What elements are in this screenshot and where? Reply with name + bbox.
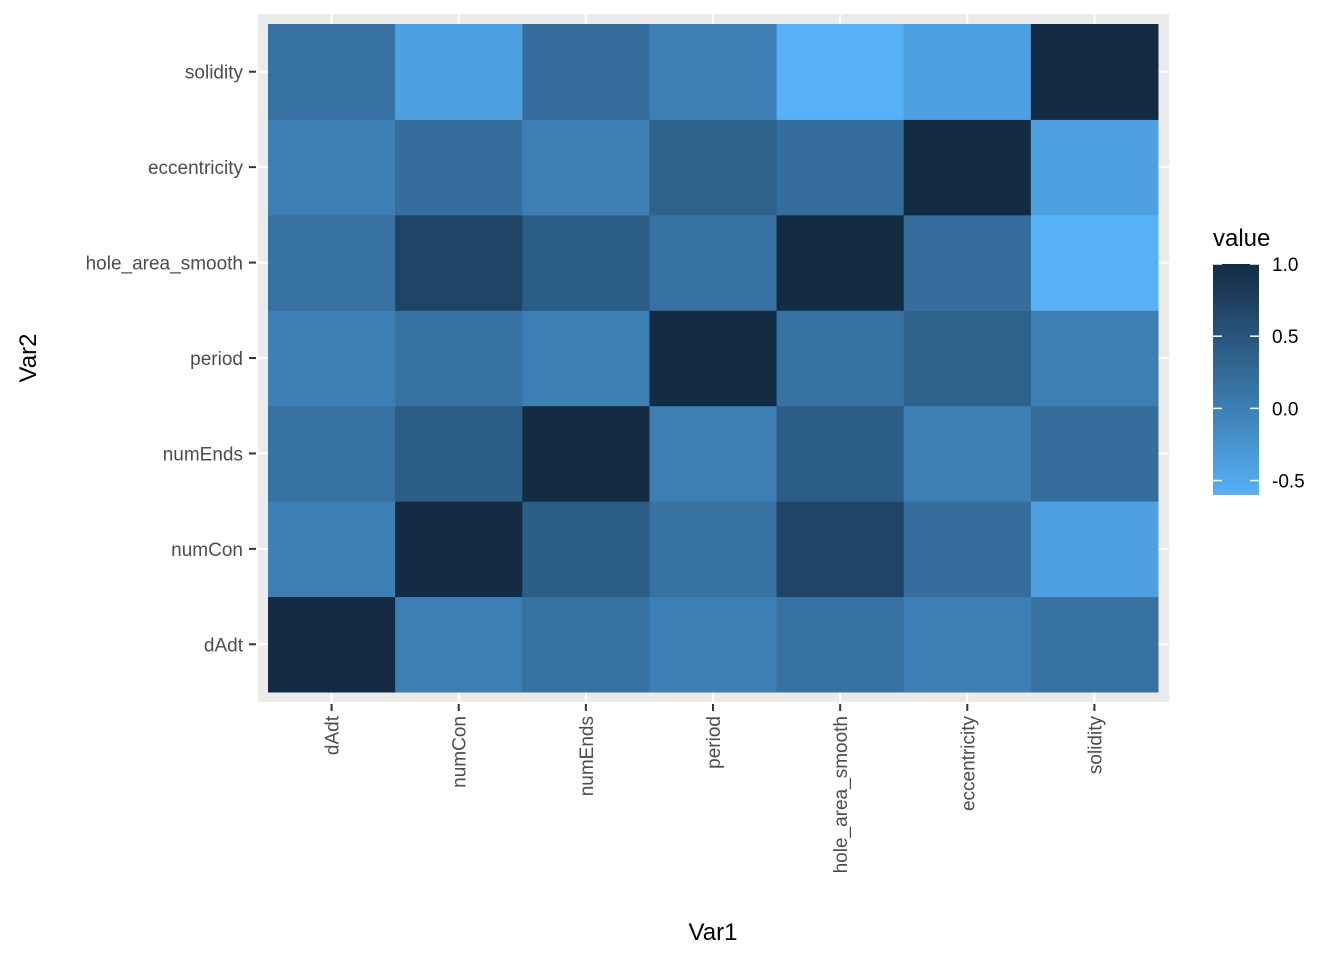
heatmap-cell-hole_area_smooth-numEnds: [776, 405, 905, 502]
heatmap-cell-period-dAdt: [649, 596, 778, 693]
heatmap-cell-solidity-solidity: [1030, 24, 1159, 120]
heatmap-cell-solidity-period: [1030, 310, 1159, 407]
legend-tick-label: 0.5: [1272, 327, 1298, 348]
heatmap-cell-period-numEnds: [649, 405, 778, 502]
heatmap-cell-solidity-numCon: [1030, 501, 1159, 598]
y-tick-label-numEnds: numEnds: [163, 444, 243, 465]
x-axis: dAdt numCon numEnds period hole_area_smooth e…: [323, 704, 1106, 873]
heatmap-cells: [268, 24, 1159, 693]
heatmap-cell-dAdt-solidity: [268, 24, 396, 120]
heatmap-cell-numCon-numCon: [395, 501, 523, 598]
x-tick-label-period: period: [704, 716, 725, 769]
heatmap-cell-numEnds-dAdt: [522, 596, 650, 693]
heatmap-cell-dAdt-eccentricity: [268, 119, 396, 216]
legend: value 1.0 0.5 0.0 -0.5: [1213, 225, 1305, 495]
heatmap-cell-hole_area_smooth-solidity: [776, 24, 905, 120]
heatmap-cell-hole_area_smooth-hole_area_smooth: [776, 214, 905, 311]
y-tick-label-hole_area_smooth: hole_area_smooth: [86, 254, 243, 275]
heatmap-cell-hole_area_smooth-numCon: [776, 501, 905, 598]
heatmap-cell-numCon-eccentricity: [395, 119, 523, 216]
legend-tick-label: -0.5: [1272, 472, 1305, 493]
heatmap-cell-numCon-hole_area_smooth: [395, 214, 523, 311]
heatmap-cell-solidity-hole_area_smooth: [1030, 214, 1159, 311]
heatmap-cell-numEnds-period: [522, 310, 650, 407]
heatmap-cell-period-hole_area_smooth: [649, 214, 778, 311]
heatmap-cell-period-solidity: [649, 24, 778, 120]
heatmap-cell-dAdt-numCon: [268, 501, 396, 598]
heatmap-cell-solidity-eccentricity: [1030, 119, 1159, 216]
heatmap-cell-numEnds-solidity: [522, 24, 650, 120]
legend-colorbar: [1213, 264, 1259, 495]
x-tick-label-numCon: numCon: [450, 716, 471, 788]
x-tick-label-eccentricity: eccentricity: [958, 716, 979, 812]
x-tick-label-numEnds: numEnds: [577, 716, 598, 796]
heatmap-cell-numEnds-eccentricity: [522, 119, 650, 216]
heatmap-cell-dAdt-numEnds: [268, 405, 396, 502]
heatmap-cell-numEnds-numEnds: [522, 405, 650, 502]
x-axis-title: Var1: [689, 919, 738, 946]
y-tick-label-numCon: numCon: [171, 540, 243, 561]
y-tick-label-solidity: solidity: [185, 63, 244, 84]
heatmap-cell-eccentricity-hole_area_smooth: [903, 214, 1032, 311]
heatmap-cell-eccentricity-numCon: [903, 501, 1032, 598]
y-tick-label-period: period: [190, 349, 243, 370]
heatmap-cell-eccentricity-eccentricity: [903, 119, 1032, 216]
heatmap-cell-solidity-dAdt: [1030, 596, 1159, 693]
heatmap-cell-eccentricity-solidity: [903, 24, 1032, 120]
heatmap-cell-numCon-dAdt: [395, 596, 523, 693]
x-tick-label-dAdt: dAdt: [323, 715, 344, 755]
heatmap-cell-dAdt-hole_area_smooth: [268, 214, 396, 311]
heatmap-cell-eccentricity-period: [903, 310, 1032, 407]
heatmap-cell-hole_area_smooth-eccentricity: [776, 119, 905, 216]
heatmap-cell-hole_area_smooth-period: [776, 310, 905, 407]
heatmap-cell-numCon-solidity: [395, 24, 523, 120]
heatmap-cell-dAdt-dAdt: [268, 596, 396, 693]
heatmap-cell-numCon-numEnds: [395, 405, 523, 502]
y-axis-title: Var2: [15, 334, 42, 383]
heatmap-cell-period-period: [649, 310, 778, 407]
heatmap-cell-dAdt-period: [268, 310, 396, 407]
heatmap-cell-eccentricity-numEnds: [903, 405, 1032, 502]
heatmap-cell-numEnds-numCon: [522, 501, 650, 598]
y-tick-label-eccentricity: eccentricity: [148, 158, 244, 179]
heatmap-cell-period-eccentricity: [649, 119, 778, 216]
legend-title: value: [1213, 225, 1270, 252]
legend-ticks: 1.0 0.5 0.0 -0.5: [1213, 255, 1305, 493]
heatmap-cell-numCon-period: [395, 310, 523, 407]
x-tick-label-solidity: solidity: [1085, 716, 1106, 775]
y-axis: dAdt numCon numEnds period hole_area_smooth e…: [86, 63, 256, 656]
heatmap-cell-solidity-numEnds: [1030, 405, 1159, 502]
legend-tick-label: 1.0: [1272, 255, 1298, 276]
heatmap-cell-period-numCon: [649, 501, 778, 598]
heatmap-cell-hole_area_smooth-dAdt: [776, 596, 905, 693]
x-tick-label-hole_area_smooth: hole_area_smooth: [831, 716, 852, 873]
heatmap-cell-numEnds-hole_area_smooth: [522, 214, 650, 311]
legend-tick-label: 0.0: [1272, 399, 1298, 420]
heatmap-cell-eccentricity-dAdt: [903, 596, 1032, 693]
y-tick-label-dAdt: dAdt: [204, 635, 244, 656]
